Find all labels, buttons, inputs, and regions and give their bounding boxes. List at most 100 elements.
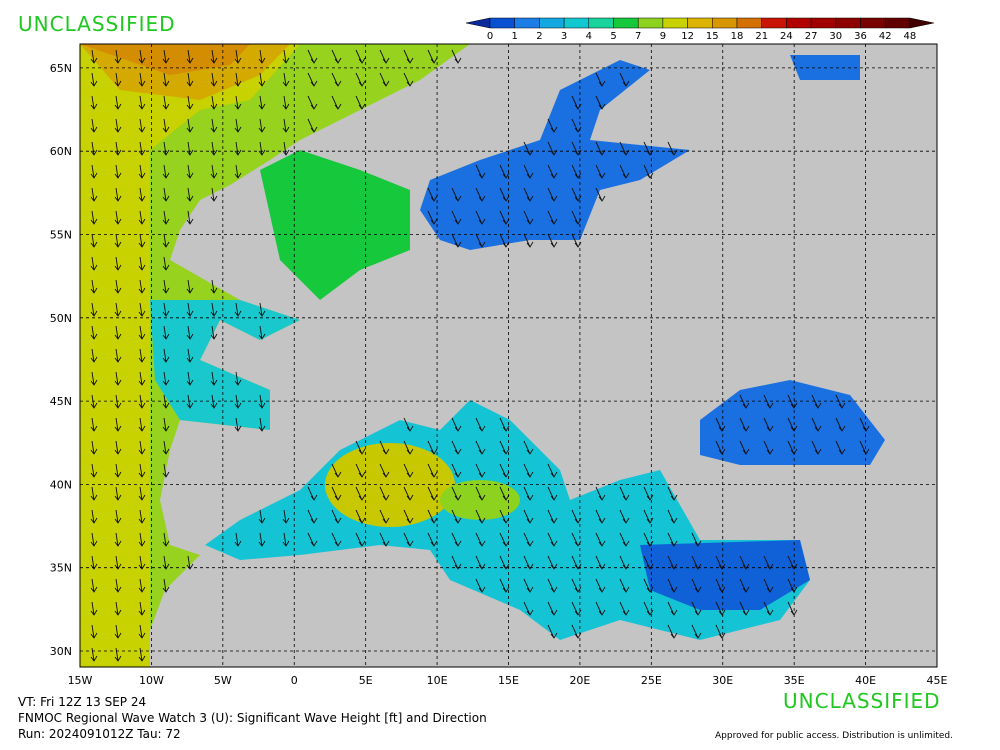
direction-arrow (162, 187, 170, 202)
direction-arrow (595, 164, 606, 179)
direction-arrow (114, 578, 122, 593)
direction-arrow (859, 417, 870, 432)
direction-arrow (523, 555, 534, 570)
direction-arrow (355, 486, 366, 501)
direction-arrow (210, 164, 218, 179)
direction-arrow (138, 486, 146, 501)
direction-arrow (619, 555, 630, 570)
direction-arrow (210, 279, 218, 294)
direction-arrow (547, 486, 558, 501)
direction-arrow (499, 210, 510, 225)
colorbar-label: 21 (755, 31, 768, 42)
direction-arrow (451, 532, 462, 547)
direction-arrow (355, 72, 366, 87)
direction-arrow (475, 440, 486, 455)
direction-arrow (162, 141, 170, 156)
biscay-sea (150, 300, 300, 430)
direction-arrow (475, 417, 486, 432)
direction-arrow (186, 95, 194, 110)
direction-arrow (403, 417, 414, 432)
direction-arrow (138, 118, 146, 133)
direction-arrow (186, 371, 194, 386)
direction-arrow (379, 72, 390, 87)
direction-arrow (691, 532, 702, 547)
colorbar-bin (588, 17, 614, 29)
direction-arrow (138, 187, 146, 202)
direction-arrow (90, 532, 98, 547)
direction-arrow (186, 187, 194, 202)
direction-arrow (234, 95, 242, 110)
colorbar-bin (687, 17, 713, 29)
direction-arrow (162, 302, 170, 317)
lat-label: 60N (50, 145, 72, 158)
direction-arrow (90, 72, 98, 87)
direction-arrow (162, 95, 170, 110)
direction-arrow (162, 233, 170, 248)
direction-arrow (451, 509, 462, 524)
direction-arrow (427, 463, 438, 478)
lon-label: 5W (214, 674, 232, 687)
lat-label: 50N (50, 312, 72, 325)
colorbar-label: 1 (512, 31, 518, 42)
direction-arrow (138, 509, 146, 524)
direction-arrow (186, 210, 194, 225)
direction-arrow (451, 440, 462, 455)
direction-arrow (427, 49, 438, 64)
direction-arrow (619, 164, 630, 179)
direction-arrow (571, 187, 582, 202)
direction-arrow (90, 509, 98, 524)
direction-arrow (523, 210, 534, 225)
direction-arrow (186, 325, 194, 340)
direction-arrow (763, 555, 774, 570)
direction-arrow (210, 141, 218, 156)
colorbar-bin (835, 17, 861, 29)
direction-arrow (186, 49, 194, 64)
direction-arrow (162, 440, 170, 455)
colorbar-label: 42 (879, 31, 892, 42)
direction-arrow (643, 486, 654, 501)
valid-time: VT: Fri 12Z 13 SEP 24 (18, 695, 146, 709)
direction-arrow (547, 187, 558, 202)
direction-arrow (90, 187, 98, 202)
direction-arrow (162, 348, 170, 363)
direction-arrow (523, 578, 534, 593)
lon-label: 10E (427, 674, 448, 687)
direction-arrow (619, 72, 630, 87)
direction-arrow (90, 164, 98, 179)
direction-arrow (138, 440, 146, 455)
direction-arrow (547, 624, 558, 639)
direction-arrow (210, 371, 218, 386)
direction-arrow (258, 95, 266, 110)
direction-arrow (90, 348, 98, 363)
direction-arrow (138, 141, 146, 156)
direction-arrow (571, 601, 582, 616)
direction-arrow (715, 578, 726, 593)
lon-label: 0 (291, 674, 298, 687)
colorbar-bin (810, 17, 837, 29)
direction-arrow (571, 578, 582, 593)
direction-arrow (114, 95, 122, 110)
direction-arrow (547, 210, 558, 225)
colorbar-label: 27 (805, 31, 818, 42)
direction-arrow (114, 118, 122, 133)
direction-arrow (114, 72, 122, 87)
direction-arrow (451, 463, 462, 478)
direction-arrow (138, 463, 146, 478)
direction-arrow (475, 555, 486, 570)
direction-arrow (547, 555, 558, 570)
direction-arrow (739, 555, 750, 570)
direction-arrow (307, 118, 318, 133)
lon-label: 20E (569, 674, 590, 687)
baltic-sea (420, 60, 690, 250)
direction-arrow (162, 210, 170, 225)
direction-arrow (547, 532, 558, 547)
direction-arrow (210, 187, 218, 202)
direction-arrow (379, 49, 390, 64)
direction-arrow (451, 486, 462, 501)
direction-arrow (403, 440, 414, 455)
direction-arrow (162, 72, 170, 87)
direction-arrow (499, 486, 510, 501)
direction-arrow (643, 601, 654, 616)
colorbar-label: 12 (681, 31, 694, 42)
direction-arrow (403, 463, 414, 478)
